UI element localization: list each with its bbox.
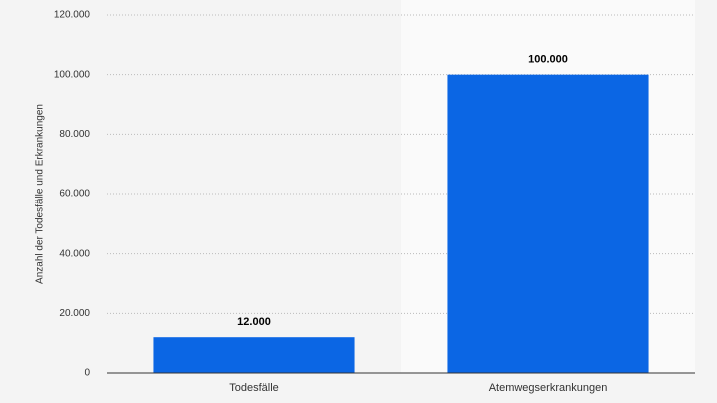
y-tick-label: 100.000 [54,69,91,80]
y-tick-label: 40.000 [59,248,90,259]
data-label: 12.000 [237,316,271,328]
y-tick-label: 80.000 [59,129,90,140]
x-tick-label: Atemwegserkrankungen [489,382,608,394]
y-tick-label: 120.000 [54,10,91,21]
y-tick-label: 20.000 [59,308,90,319]
x-tick-label: Todesfälle [229,382,279,394]
y-axis-label: Anzahl der Todesfälle und Erkrankungen [35,104,46,284]
y-tick-label: 60.000 [59,189,90,200]
y-tick-label: 0 [84,368,90,379]
bar [153,337,355,373]
data-label: 100.000 [528,54,568,66]
bar [447,74,649,374]
